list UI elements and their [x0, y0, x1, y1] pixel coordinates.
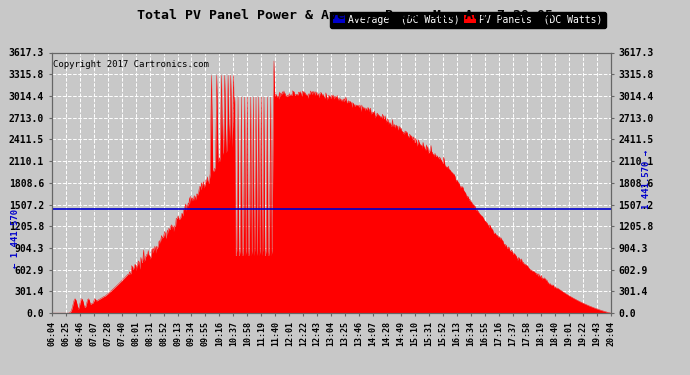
Text: ← 1 441.570: ← 1 441.570	[11, 209, 20, 268]
Text: 1 441.570 →: 1 441.570 →	[642, 150, 651, 209]
Legend: Average  (DC Watts), PV Panels  (DC Watts): Average (DC Watts), PV Panels (DC Watts)	[330, 12, 606, 28]
Text: Total PV Panel Power & Average Power Mon Aug 7 20:05: Total PV Panel Power & Average Power Mon…	[137, 9, 553, 22]
Text: Copyright 2017 Cartronics.com: Copyright 2017 Cartronics.com	[53, 60, 209, 69]
